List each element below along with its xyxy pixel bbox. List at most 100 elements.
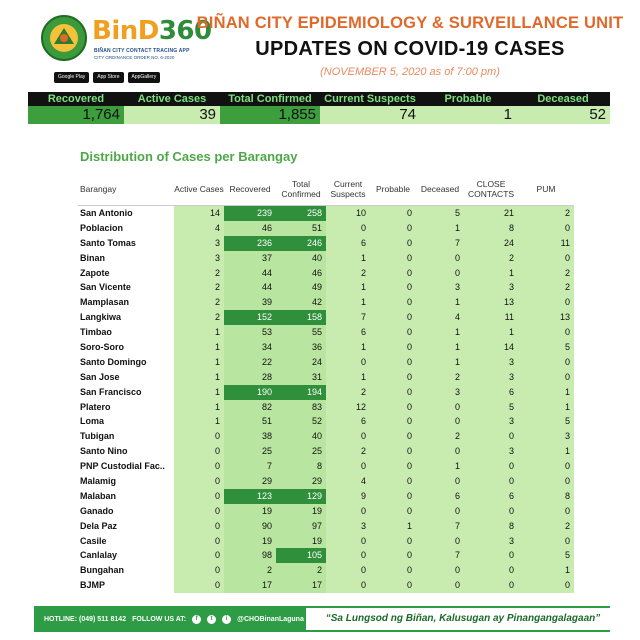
app-store-badge[interactable]: App Store (93, 72, 124, 83)
cell-barangay: Santo Domingo (80, 356, 147, 367)
cell-close-contacts: 3 (464, 280, 518, 296)
cell-deceased: 0 (416, 503, 464, 519)
cell-deceased: 2 (416, 429, 464, 445)
cell-deceased: 0 (416, 474, 464, 489)
cell-close-contacts: 8 (464, 220, 518, 236)
cell-pum: 13 (518, 310, 574, 326)
cell-active-cases: 1 (174, 325, 224, 341)
cell-pum: 0 (518, 503, 574, 519)
cell-close-contacts: 3 (464, 444, 518, 460)
cell-total-confirmed: 158 (276, 310, 326, 326)
cell-close-contacts: 3 (464, 414, 518, 430)
hotline: HOTLINE: (049) 511 8142 (44, 615, 127, 623)
cell-current-suspects: 2 (326, 265, 370, 281)
app-name: BinD360 (92, 16, 212, 46)
cell-barangay: Timbao (80, 327, 112, 338)
cell-active-cases: 3 (174, 235, 224, 251)
cell-current-suspects: 7 (326, 310, 370, 326)
facebook-icon[interactable]: f (192, 614, 202, 624)
cell-current-suspects: 9 (326, 488, 370, 504)
cell-current-suspects: 0 (326, 429, 370, 445)
cell-close-contacts: 2 (464, 250, 518, 266)
cell-probable: 0 (370, 563, 416, 579)
cell-pum: 2 (518, 518, 574, 534)
cell-probable: 0 (370, 280, 416, 296)
cell-barangay: Bungahan (80, 565, 124, 576)
summary-value-deceased: 52 (516, 106, 610, 124)
appgallery-badge[interactable]: AppGallery (127, 72, 161, 83)
page-title: UPDATES ON COVID-19 CASES (255, 38, 565, 60)
cell-pum: 0 (518, 325, 574, 341)
cell-active-cases: 1 (174, 384, 224, 400)
distribution-title: Distribution of Cases per Barangay (80, 149, 298, 164)
cell-pum: 0 (518, 459, 574, 475)
cell-current-suspects: 2 (326, 384, 370, 400)
cell-deceased: 0 (416, 250, 464, 266)
cell-barangay: Tubigan (80, 431, 115, 442)
cell-barangay: Santo Tomas (80, 237, 136, 248)
cell-recovered: 39 (224, 295, 276, 311)
cell-active-cases: 4 (174, 220, 224, 236)
cell-total-confirmed: 105 (276, 548, 326, 564)
table-row: Malaban 0 123 129 9 0 6 6 8 (78, 488, 574, 504)
table-row: Santo Domingo 1 22 24 0 0 1 3 0 (78, 354, 574, 370)
cell-recovered: 51 (224, 414, 276, 430)
header: BinD360 BIÑAN CITY CONTACT TRACING APP C… (0, 0, 640, 92)
cell-pum: 1 (518, 563, 574, 579)
cell-recovered: 239 (224, 206, 276, 221)
footer: HOTLINE: (049) 511 8142 FOLLOW US AT: f … (34, 606, 610, 632)
cell-barangay: San Jose (80, 371, 120, 382)
cell-pum: 8 (518, 488, 574, 504)
cell-deceased: 1 (416, 295, 464, 311)
cell-total-confirmed: 36 (276, 340, 326, 355)
cell-close-contacts: 5 (464, 399, 518, 415)
social-handle[interactable]: @CHOBinanLaguna (237, 615, 304, 623)
twitter-icon[interactable]: t (207, 614, 217, 624)
cell-total-confirmed: 2 (276, 563, 326, 579)
column-header-deceased: Deceased (420, 184, 460, 194)
column-header-recovered: Recovered (229, 184, 271, 194)
cell-probable: 1 (370, 518, 416, 534)
table-row: Loma 1 51 52 6 0 0 3 5 (78, 414, 574, 430)
cell-close-contacts: 0 (464, 429, 518, 445)
cell-recovered: 98 (224, 548, 276, 564)
slogan: “Sa Lungsod ng Biñan, Kalusugan ay Pinan… (325, 613, 601, 624)
cell-recovered: 22 (224, 354, 276, 370)
cell-active-cases: 1 (174, 369, 224, 385)
cell-deceased: 0 (416, 414, 464, 430)
cell-recovered: 44 (224, 265, 276, 281)
cell-recovered: 152 (224, 310, 276, 326)
cell-barangay: Platero (80, 401, 111, 412)
cell-barangay: Malamig (80, 476, 117, 487)
cell-current-suspects: 0 (326, 563, 370, 579)
city-seal-icon (41, 15, 87, 61)
cell-probable: 0 (370, 384, 416, 400)
cell-deceased: 1 (416, 325, 464, 341)
instagram-icon[interactable]: i (222, 614, 232, 624)
cell-active-cases: 0 (174, 429, 224, 445)
cell-barangay: San Vicente (80, 282, 131, 293)
cell-pum: 0 (518, 250, 574, 266)
table-row: Casile 0 19 19 0 0 0 3 0 (78, 533, 574, 549)
cell-close-contacts: 13 (464, 295, 518, 311)
cell-probable: 0 (370, 533, 416, 549)
cell-current-suspects: 6 (326, 414, 370, 430)
cell-deceased: 2 (416, 369, 464, 385)
cell-deceased: 1 (416, 354, 464, 370)
cell-active-cases: 0 (174, 548, 224, 564)
google-play-badge[interactable]: Google Play (54, 72, 90, 83)
table-row: Binan 3 37 40 1 0 0 2 0 (78, 250, 574, 266)
cell-pum: 5 (518, 340, 574, 355)
cell-current-suspects: 0 (326, 578, 370, 594)
cell-deceased: 7 (416, 518, 464, 534)
cell-total-confirmed: 49 (276, 280, 326, 296)
cell-deceased: 7 (416, 235, 464, 251)
cell-probable: 0 (370, 414, 416, 430)
table-row: Dela Paz 0 90 97 3 1 7 8 2 (78, 518, 574, 534)
cell-pum: 0 (518, 220, 574, 236)
footer-contact: HOTLINE: (049) 511 8142 FOLLOW US AT: f … (34, 608, 306, 630)
cell-probable: 0 (370, 310, 416, 326)
table-row: BJMP 0 17 17 0 0 0 0 0 (78, 578, 574, 594)
cell-deceased: 6 (416, 488, 464, 504)
cell-active-cases: 0 (174, 563, 224, 579)
